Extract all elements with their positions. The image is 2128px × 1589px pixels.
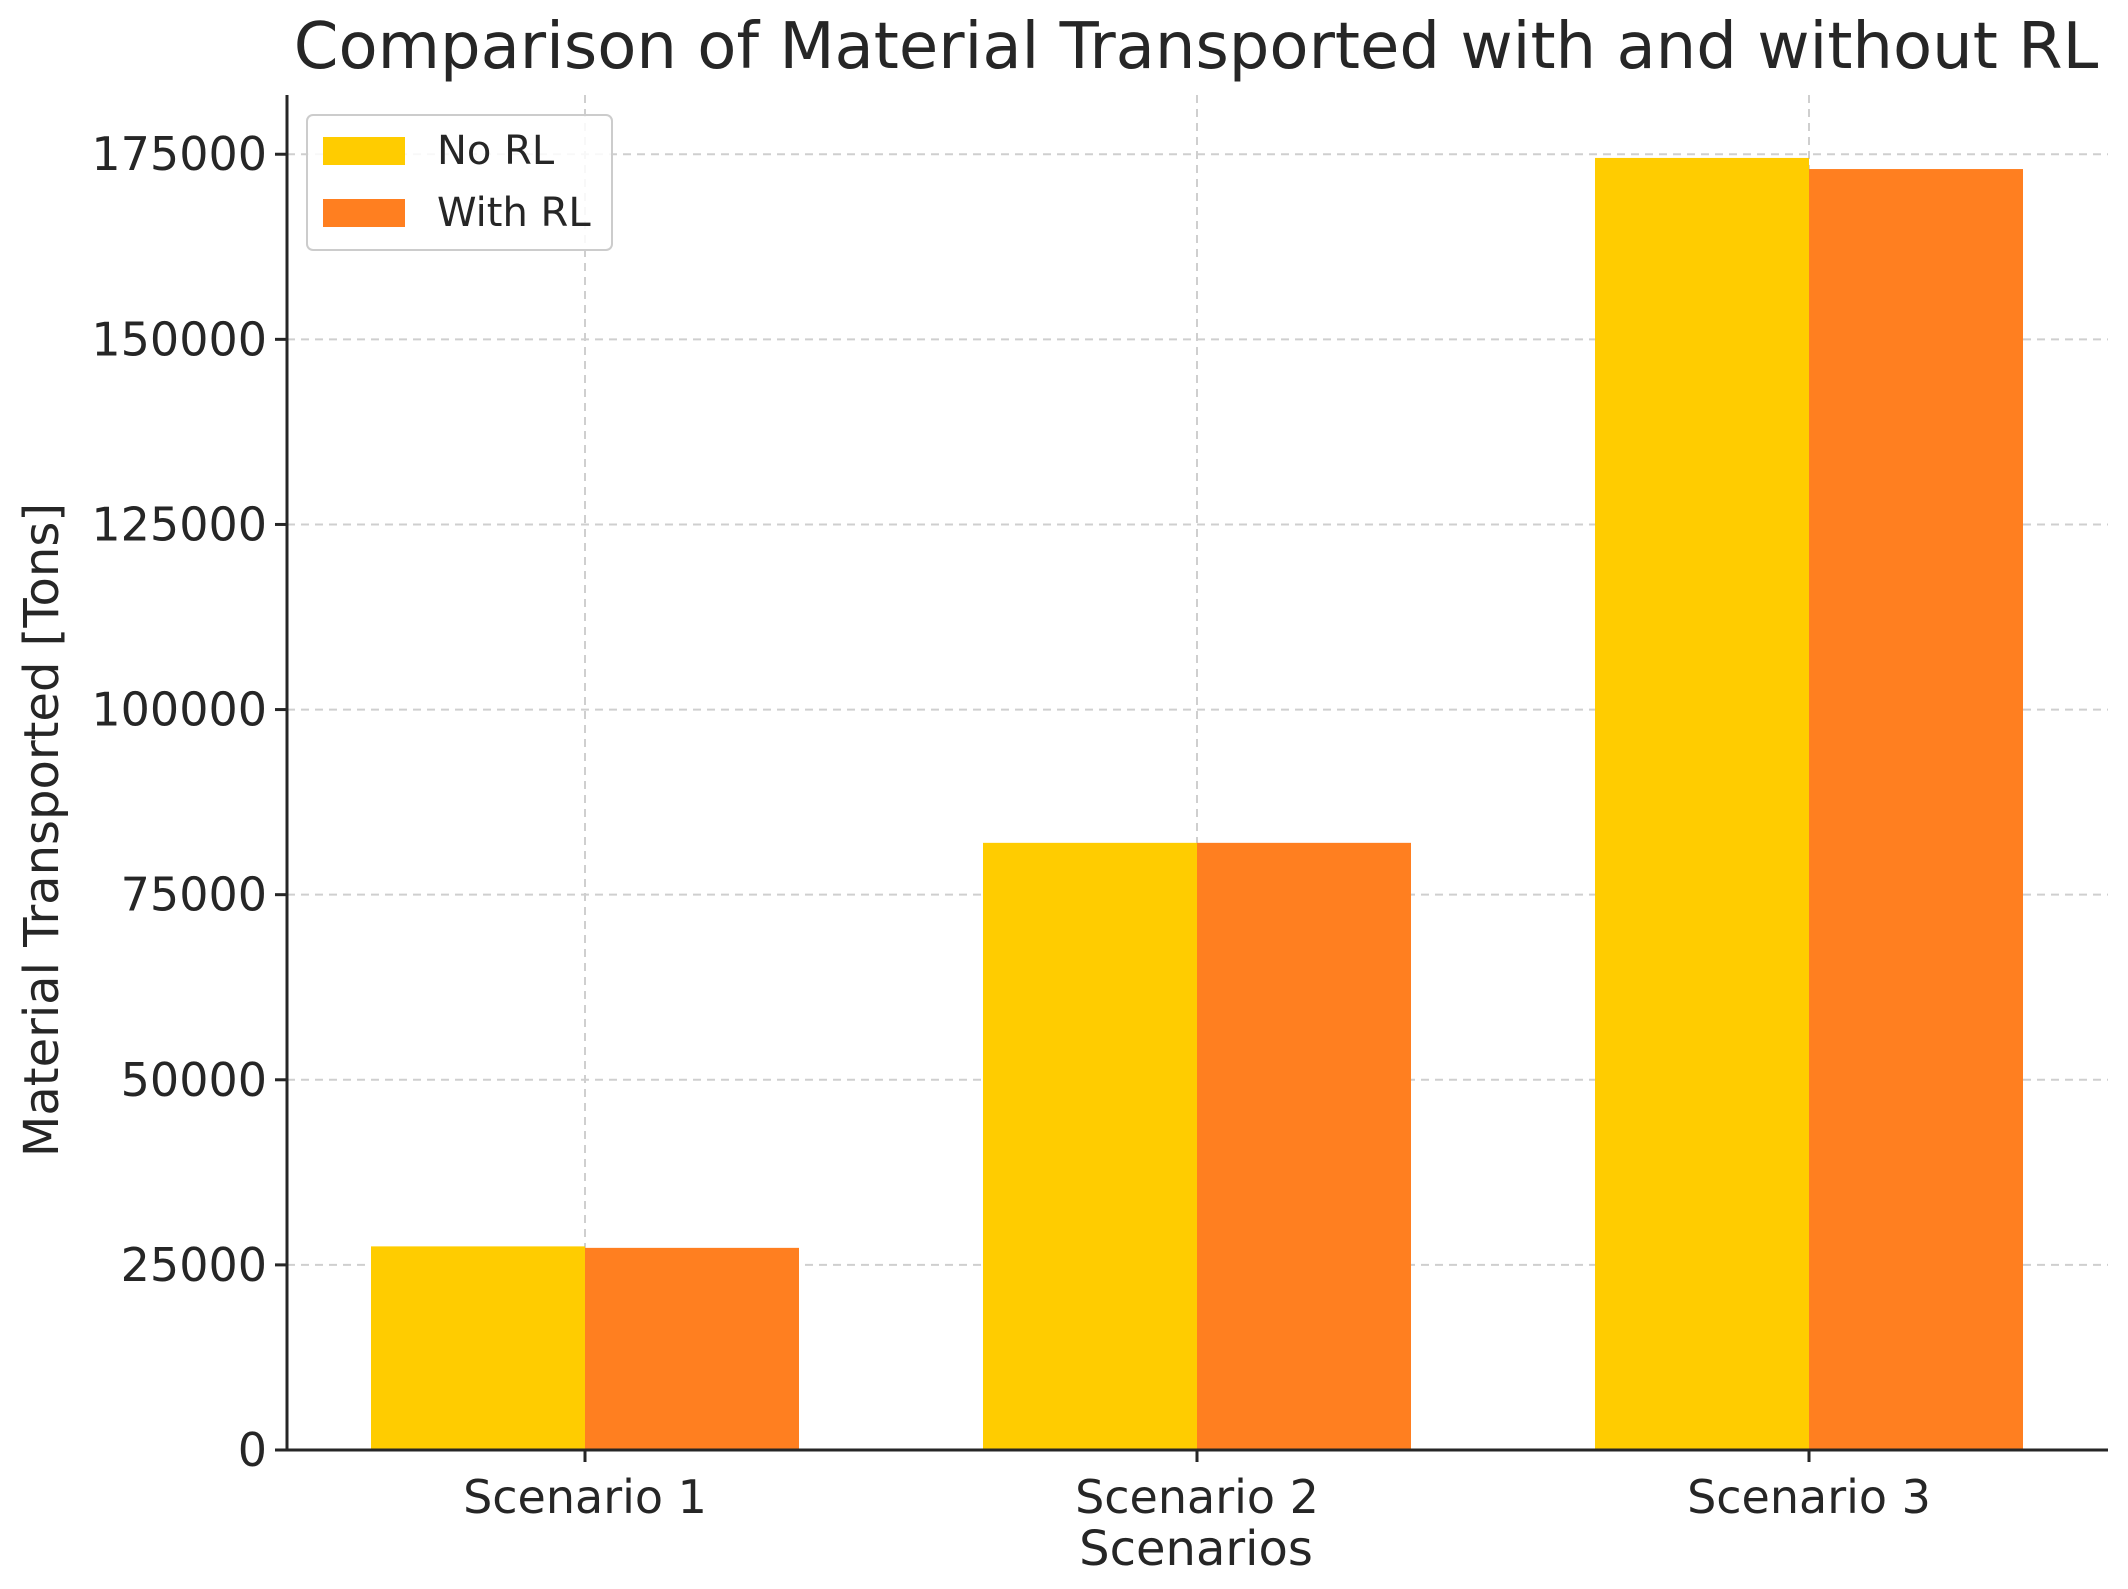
x-tick-label: Scenario 1 xyxy=(463,1470,707,1524)
y-tick-label: 125000 xyxy=(91,497,267,551)
y-tick-label: 100000 xyxy=(91,683,267,737)
y-axis-ticks: 0 25000 50000 75000 100000 125000 150000 175000 xyxy=(91,127,287,1477)
x-axis-label: Scenarios xyxy=(1079,1521,1313,1577)
y-axis-label: Material Transported [Tons] xyxy=(14,503,70,1157)
bar-no-rl-1 xyxy=(371,1246,585,1450)
bar-no-rl-2 xyxy=(983,842,1197,1450)
legend-label: No RL xyxy=(437,128,555,174)
legend: No RL With RL xyxy=(306,114,613,251)
x-tick-label: Scenario 2 xyxy=(1075,1470,1319,1524)
y-tick-label: 25000 xyxy=(121,1238,267,1292)
chart-title: Comparison of Material Transported with … xyxy=(294,10,2099,84)
y-tick-label: 0 xyxy=(238,1423,267,1477)
bar-with-rl-1 xyxy=(585,1247,799,1450)
x-tick-label: Scenario 3 xyxy=(1687,1470,1931,1524)
legend-swatch xyxy=(323,199,405,227)
bar-with-rl-3 xyxy=(1809,169,2023,1451)
bar-no-rl-3 xyxy=(1595,157,1809,1451)
y-tick-label: 150000 xyxy=(91,312,267,366)
legend-label: With RL xyxy=(437,190,591,236)
x-axis-ticks: Scenario 1 Scenario 2 Scenario 3 xyxy=(463,1450,1931,1524)
legend-swatch xyxy=(323,137,405,165)
y-tick-label: 175000 xyxy=(91,127,267,181)
y-tick-label: 50000 xyxy=(121,1053,267,1107)
bars xyxy=(371,157,2023,1451)
y-tick-label: 75000 xyxy=(121,868,267,922)
bar-with-rl-2 xyxy=(1197,842,1411,1450)
